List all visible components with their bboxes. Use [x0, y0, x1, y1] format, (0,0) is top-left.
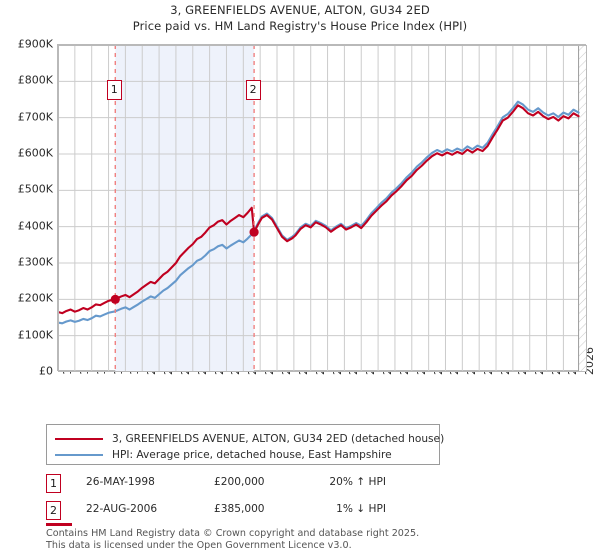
transaction-date-2: 22-AUG-2006: [86, 503, 158, 515]
projection-band: [578, 45, 587, 372]
y-axis-label: £100K: [17, 328, 53, 342]
transaction-hpi-delta-1: 20% ↑ HPI: [329, 476, 386, 488]
y-axis-label: £900K: [17, 37, 53, 51]
event-marker-2[interactable]: 2: [245, 80, 261, 100]
event-point-1: [110, 294, 120, 304]
y-axis-label: £0: [39, 364, 53, 378]
page-title: 3, GREENFIELDS AVENUE, ALTON, GU34 2ED P…: [0, 2, 600, 34]
event-marker-1[interactable]: 1: [106, 80, 122, 100]
y-axis-label: £600K: [17, 146, 53, 160]
y-axis-label: £200K: [17, 291, 53, 305]
title-line-1: 3, GREENFIELDS AVENUE, ALTON, GU34 2ED: [170, 3, 430, 17]
chart-legend: 3, GREENFIELDS AVENUE, ALTON, GU34 2ED (…: [46, 424, 444, 465]
legend-item-price-paid: 3, GREENFIELDS AVENUE, ALTON, GU34 2ED (…: [55, 430, 444, 448]
transaction-badge-1: 1: [46, 474, 61, 493]
transaction-badge-2: 2: [46, 501, 61, 520]
legend-swatch-price-paid: [55, 438, 103, 440]
footer-line-2: This data is licensed under the Open Gov…: [46, 539, 352, 551]
legend-label-hpi: HPI: Average price, detached house, East…: [112, 449, 392, 461]
footer-rule: [46, 523, 72, 526]
legend-item-hpi: HPI: Average price, detached house, East…: [55, 446, 392, 464]
legend-swatch-hpi: [55, 454, 103, 456]
transaction-hpi-delta-2: 1% ↓ HPI: [336, 503, 386, 515]
transaction-price-1: £200,000: [214, 476, 265, 488]
plot-area: [57, 44, 587, 372]
y-axis-label: £400K: [17, 219, 53, 233]
transaction-row-1: 1 26-MAY-1998 £200,000 20% ↑ HPI: [46, 474, 466, 496]
footer-attribution: Contains HM Land Registry data © Crown c…: [46, 528, 586, 551]
title-line-2: Price paid vs. HM Land Registry's House …: [132, 19, 468, 33]
y-axis-label: £500K: [17, 182, 53, 196]
chart-canvas: [58, 45, 587, 372]
legend-label-price-paid: 3, GREENFIELDS AVENUE, ALTON, GU34 2ED (…: [112, 433, 445, 445]
series-line-price-paid: [58, 104, 580, 315]
sale-period-band: [115, 45, 255, 372]
event-point-2: [249, 227, 259, 237]
y-axis-label: £800K: [17, 73, 53, 87]
y-axis-label: £700K: [17, 110, 53, 124]
y-axis-label: £300K: [17, 255, 53, 269]
transaction-date-1: 26-MAY-1998: [86, 476, 155, 488]
footer-line-1: Contains HM Land Registry data © Crown c…: [46, 528, 420, 539]
transaction-row-2: 2 22-AUG-2006 £385,000 1% ↓ HPI: [46, 501, 466, 523]
transaction-price-2: £385,000: [214, 503, 265, 515]
plot-border: [58, 45, 587, 372]
